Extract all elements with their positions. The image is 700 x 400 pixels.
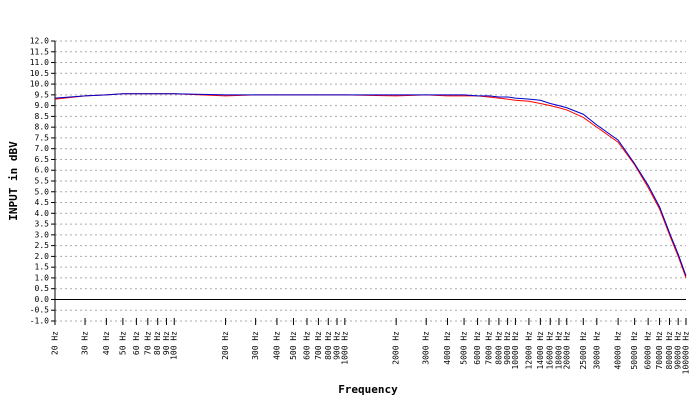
x-tick-label: 4000 Hz	[443, 331, 452, 365]
x-tick-label: 70 Hz	[143, 331, 152, 355]
y-tick-label: 5.5	[35, 177, 50, 186]
y-tick-label: 2.0	[35, 252, 50, 261]
y-tick-label: 11.5	[30, 47, 49, 56]
x-tick-label: 1000 Hz	[340, 331, 349, 365]
x-tick-label: 16000 Hz	[546, 331, 555, 370]
y-tick-label: 7.5	[35, 133, 50, 142]
x-tick-label: 12000 Hz	[524, 331, 533, 370]
y-tick-label: 0.5	[35, 284, 50, 293]
y-tick-label: 7.0	[35, 144, 50, 153]
x-tick-label: 900 Hz	[333, 331, 342, 360]
x-tick-label: 5000 Hz	[460, 331, 469, 365]
x-tick-label: 300 Hz	[251, 331, 260, 360]
x-axis-title: Frequency	[338, 383, 398, 396]
y-tick-label: 9.5	[35, 90, 50, 99]
y-tick-label: 10.5	[30, 69, 49, 78]
y-tick-label: 6.0	[35, 166, 50, 175]
x-tick-label: 700 Hz	[314, 331, 323, 360]
y-tick-label: 1.0	[35, 273, 50, 282]
x-tick-label: 100000 Hz	[682, 331, 691, 375]
x-tick-label: 90000 Hz	[674, 331, 683, 370]
y-tick-label: 12.0	[30, 37, 49, 46]
x-tick-label: 7000 Hz	[484, 331, 493, 365]
x-tick-label: 400 Hz	[272, 331, 281, 360]
x-tick-label: 20000 Hz	[562, 331, 571, 370]
x-tick-label: 3000 Hz	[422, 331, 431, 365]
line-series	[54, 93, 687, 276]
y-tick-label: 9.0	[35, 101, 50, 110]
x-tick-label: 9000 Hz	[503, 331, 512, 365]
x-tick-label: 60000 Hz	[644, 331, 653, 370]
y-tick-label: -0.5	[30, 306, 49, 315]
x-tick-label: 60 Hz	[132, 331, 141, 355]
y-tick-label: 3.5	[35, 220, 50, 229]
x-tick-label: 50000 Hz	[630, 331, 639, 370]
x-tick-label: 40 Hz	[102, 331, 111, 355]
y-tick-label: 8.0	[35, 123, 50, 132]
y-tick-label: 5.0	[35, 187, 50, 196]
x-tick-label: 80000 Hz	[665, 331, 674, 370]
y-tick-label: 10.0	[30, 80, 49, 89]
x-tick-label: 30000 Hz	[592, 331, 601, 370]
x-tick-label: 200 Hz	[221, 331, 230, 360]
y-tick-label: 1.5	[35, 263, 50, 272]
x-tick-label: 100 Hz	[170, 331, 179, 360]
x-tick-label: 10000 Hz	[511, 331, 520, 370]
y-tick-label: 2.5	[35, 241, 50, 250]
y-tick-label: 3.0	[35, 230, 50, 239]
x-tick-label: 14000 Hz	[536, 331, 545, 370]
x-tick-label: 90 Hz	[162, 331, 171, 355]
y-axis-title: INPUT in dBV	[7, 141, 20, 221]
x-tick-label: 70000 Hz	[655, 331, 664, 370]
x-tick-label: 2000 Hz	[392, 331, 401, 365]
y-tick-label: 11.0	[30, 58, 49, 67]
y-tick-label: 0.0	[35, 295, 50, 304]
y-tick-label: 4.5	[35, 198, 50, 207]
y-tick-label: 6.5	[35, 155, 50, 164]
y-tick-label: 8.5	[35, 112, 50, 121]
y-tick-label: -1.0	[30, 317, 49, 326]
x-tick-label: 800 Hz	[324, 331, 333, 360]
y-tick-label: 4.0	[35, 209, 50, 218]
x-tick-label: 50 Hz	[118, 331, 127, 355]
x-tick-label: 18000 Hz	[554, 331, 563, 370]
x-tick-label: 500 Hz	[289, 331, 298, 360]
x-tick-label: 600 Hz	[302, 331, 311, 360]
x-tick-label: 80 Hz	[153, 331, 162, 355]
line-series	[54, 93, 687, 279]
x-tick-label: 30 Hz	[81, 331, 90, 355]
x-tick-label: 25000 Hz	[579, 331, 588, 370]
x-tick-label: 6000 Hz	[473, 331, 482, 365]
x-tick-label: 40000 Hz	[614, 331, 623, 370]
x-tick-label: 8000 Hz	[494, 331, 503, 365]
x-tick-label: 20 Hz	[51, 331, 60, 355]
